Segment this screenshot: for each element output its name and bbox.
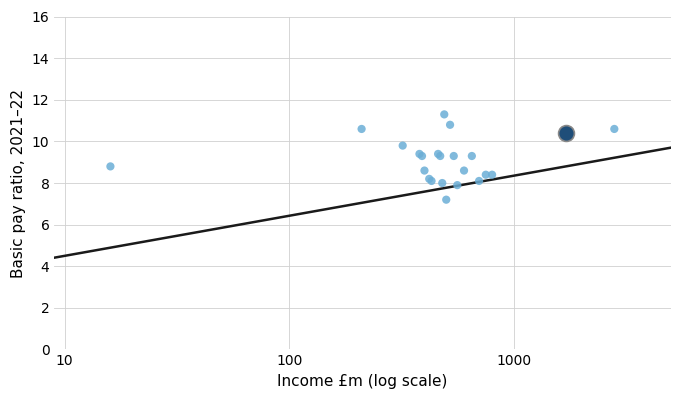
Point <box>397 142 408 149</box>
Point <box>480 172 491 178</box>
Point <box>448 153 459 159</box>
Point <box>452 182 463 188</box>
Point <box>414 151 425 157</box>
Point <box>439 111 449 118</box>
Point <box>434 153 445 159</box>
Point <box>560 130 571 136</box>
Point <box>426 178 437 184</box>
Point <box>436 180 447 186</box>
Point <box>473 178 484 184</box>
Point <box>487 172 498 178</box>
Point <box>424 176 434 182</box>
Point <box>432 151 443 157</box>
Point <box>609 126 620 132</box>
Point <box>445 122 456 128</box>
Point <box>458 167 469 174</box>
Y-axis label: Basic pay ratio, 2021–22: Basic pay ratio, 2021–22 <box>11 88 26 278</box>
X-axis label: Income £m (log scale): Income £m (log scale) <box>278 374 448 389</box>
Point <box>419 167 430 174</box>
Point <box>105 163 116 170</box>
Point <box>441 196 451 203</box>
Point <box>417 153 428 159</box>
Point <box>356 126 367 132</box>
Point <box>466 153 477 159</box>
